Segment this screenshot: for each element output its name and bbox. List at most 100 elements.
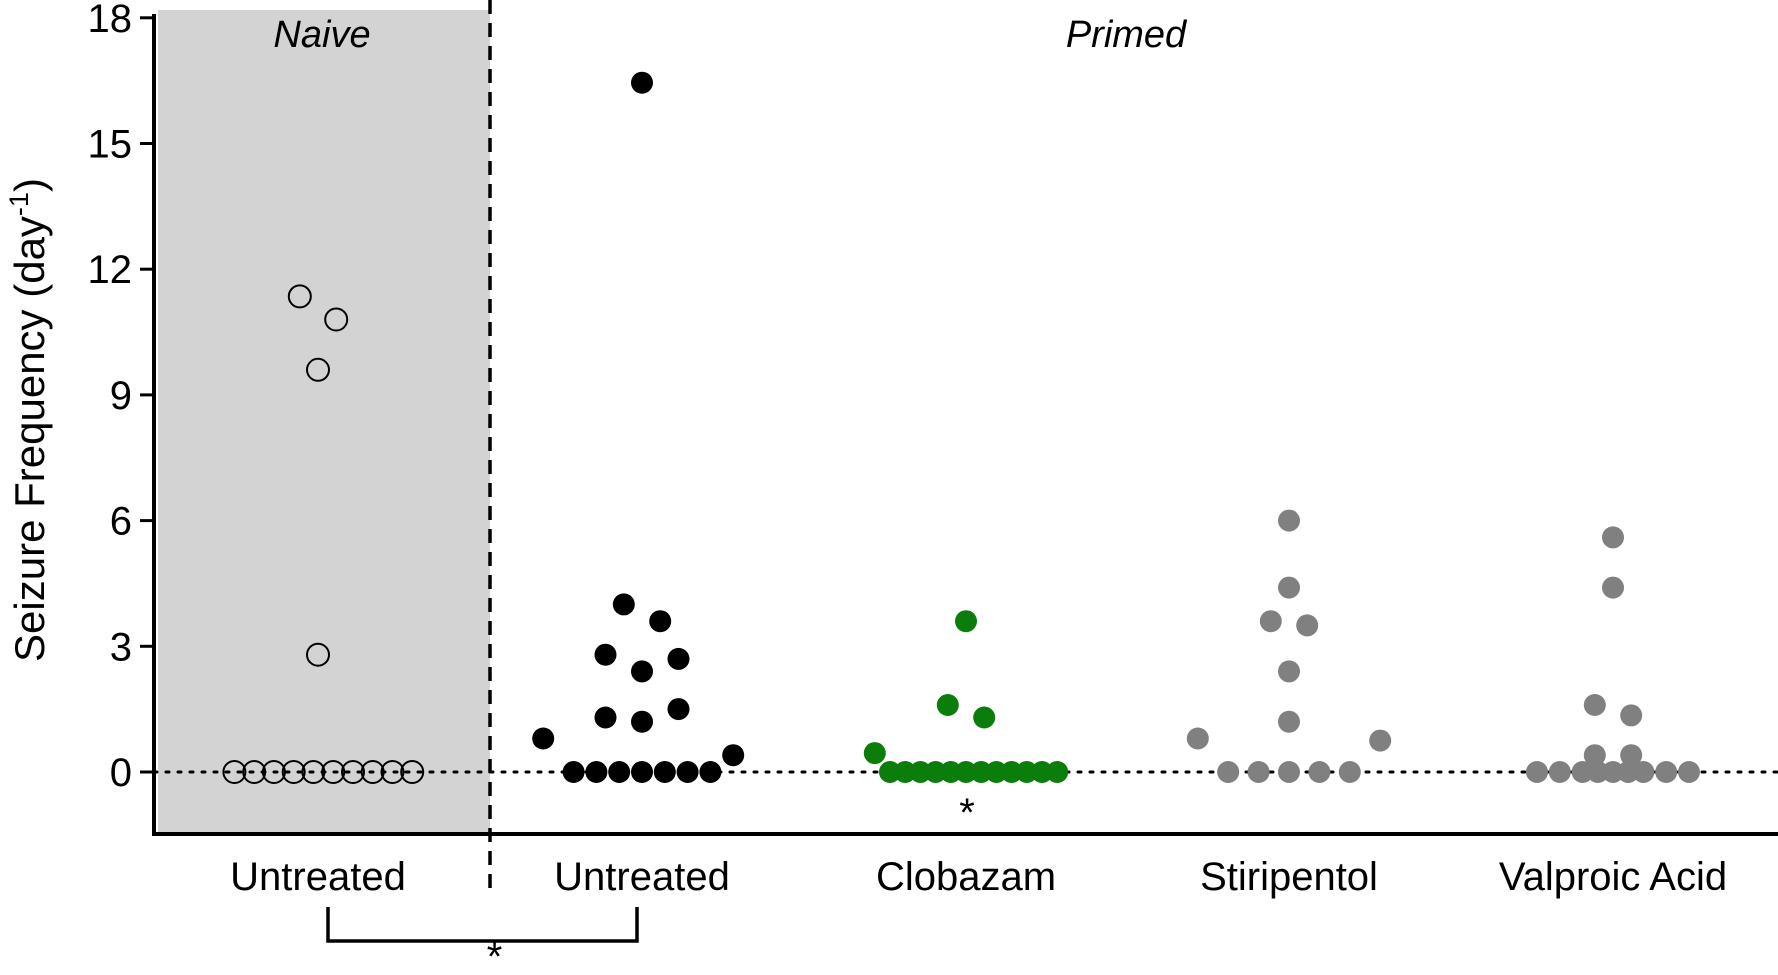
- y-tick-label: 9: [110, 374, 132, 418]
- data-point: [631, 71, 653, 94]
- data-point: [879, 761, 901, 783]
- data-point: [341, 760, 365, 784]
- data-point: [261, 760, 286, 784]
- x-axis-category-labels: Untreated Untreated Clobazam Stiripentol Val…: [230, 855, 1727, 899]
- data-point: [939, 761, 962, 783]
- data-point: [1655, 761, 1678, 783]
- data-point: [1247, 761, 1270, 783]
- data-point: [1583, 694, 1606, 716]
- data-point: [1602, 526, 1624, 549]
- y-axis-ticks: 0 3 6 9 12 15 18: [88, 0, 154, 795]
- category-label: Untreated: [554, 855, 730, 899]
- data-point: [1678, 761, 1700, 783]
- region-label-primed: Primed: [1066, 14, 1188, 56]
- data-point: [667, 647, 690, 670]
- data-point: [863, 742, 886, 765]
- data-point: [1186, 727, 1209, 750]
- data-point: [1617, 761, 1640, 783]
- category-label: Valproic Acid: [1499, 855, 1727, 899]
- data-point: [924, 761, 947, 783]
- category-label: Untreated: [230, 855, 406, 899]
- data-point: [676, 761, 699, 783]
- data-point: [1046, 761, 1069, 783]
- data-point: [1602, 576, 1624, 599]
- data-point: [532, 727, 555, 750]
- data-point: [400, 760, 425, 784]
- data-point: [1620, 744, 1643, 767]
- y-axis-label-text: Seizure Frequency (day: [6, 216, 53, 662]
- y-tick-label: 3: [110, 625, 132, 669]
- data-point: [287, 284, 312, 309]
- data-point: [955, 761, 977, 783]
- data-point: [1369, 729, 1392, 752]
- significance-annotations: **: [326, 791, 975, 975]
- data-point: [722, 744, 745, 767]
- data-point: [1632, 761, 1655, 783]
- data-point: [1278, 710, 1300, 733]
- data-point: [1548, 761, 1571, 783]
- y-tick-label: 0: [110, 751, 132, 795]
- data-point: [1308, 761, 1331, 783]
- data-point: [1296, 614, 1319, 637]
- data-point: [301, 760, 326, 784]
- data-point: [1259, 610, 1282, 633]
- data-point: [585, 761, 608, 783]
- data-point: [1000, 761, 1023, 783]
- significance-marker: *: [959, 791, 975, 835]
- data-point: [1278, 660, 1300, 683]
- data-point: [1571, 761, 1594, 783]
- data-points: [222, 71, 1700, 784]
- data-point: [1602, 761, 1624, 783]
- data-point: [973, 706, 996, 729]
- y-tick-label: 12: [88, 248, 133, 292]
- significance-marker: *: [487, 935, 503, 975]
- region-label-naive: Naive: [273, 14, 370, 56]
- data-point: [1620, 704, 1643, 727]
- data-point: [894, 761, 917, 783]
- data-point: [1278, 761, 1300, 783]
- y-tick-label: 18: [88, 0, 133, 41]
- data-point: [1217, 761, 1240, 783]
- data-point: [1586, 761, 1609, 783]
- data-point: [242, 760, 267, 784]
- data-point: [1526, 761, 1548, 783]
- data-point: [970, 761, 993, 783]
- data-point: [1583, 744, 1606, 767]
- data-point: [1278, 509, 1300, 532]
- data-point: [936, 694, 959, 716]
- data-point: [653, 761, 676, 783]
- y-axis-label-close: ): [6, 178, 53, 192]
- naive-region-shade: [158, 10, 490, 834]
- data-point: [594, 643, 617, 666]
- data-point: [1015, 761, 1038, 783]
- data-point: [222, 760, 247, 784]
- data-point: [281, 760, 306, 784]
- data-point: [612, 593, 635, 616]
- data-point: [380, 760, 405, 784]
- data-point: [306, 357, 330, 382]
- data-point: [608, 761, 631, 783]
- data-point: [909, 761, 932, 783]
- data-point: [649, 610, 672, 633]
- data-point: [1338, 761, 1361, 783]
- data-point: [985, 761, 1008, 783]
- data-point: [594, 706, 617, 729]
- data-point: [324, 307, 349, 332]
- data-point: [631, 710, 653, 733]
- data-point: [1031, 761, 1053, 783]
- data-point: [321, 760, 346, 784]
- data-point: [306, 642, 330, 667]
- data-point: [699, 761, 722, 783]
- data-point: [360, 760, 385, 784]
- significance-bracket: [326, 907, 639, 943]
- data-point: [1278, 576, 1300, 599]
- data-point: [631, 761, 653, 783]
- y-axis-label-superscript: -1: [4, 192, 34, 216]
- category-label: Clobazam: [876, 855, 1056, 899]
- data-point: [562, 761, 585, 783]
- y-tick-label: 6: [110, 500, 132, 544]
- data-point: [631, 660, 653, 683]
- data-point: [955, 610, 977, 633]
- data-point: [667, 698, 690, 721]
